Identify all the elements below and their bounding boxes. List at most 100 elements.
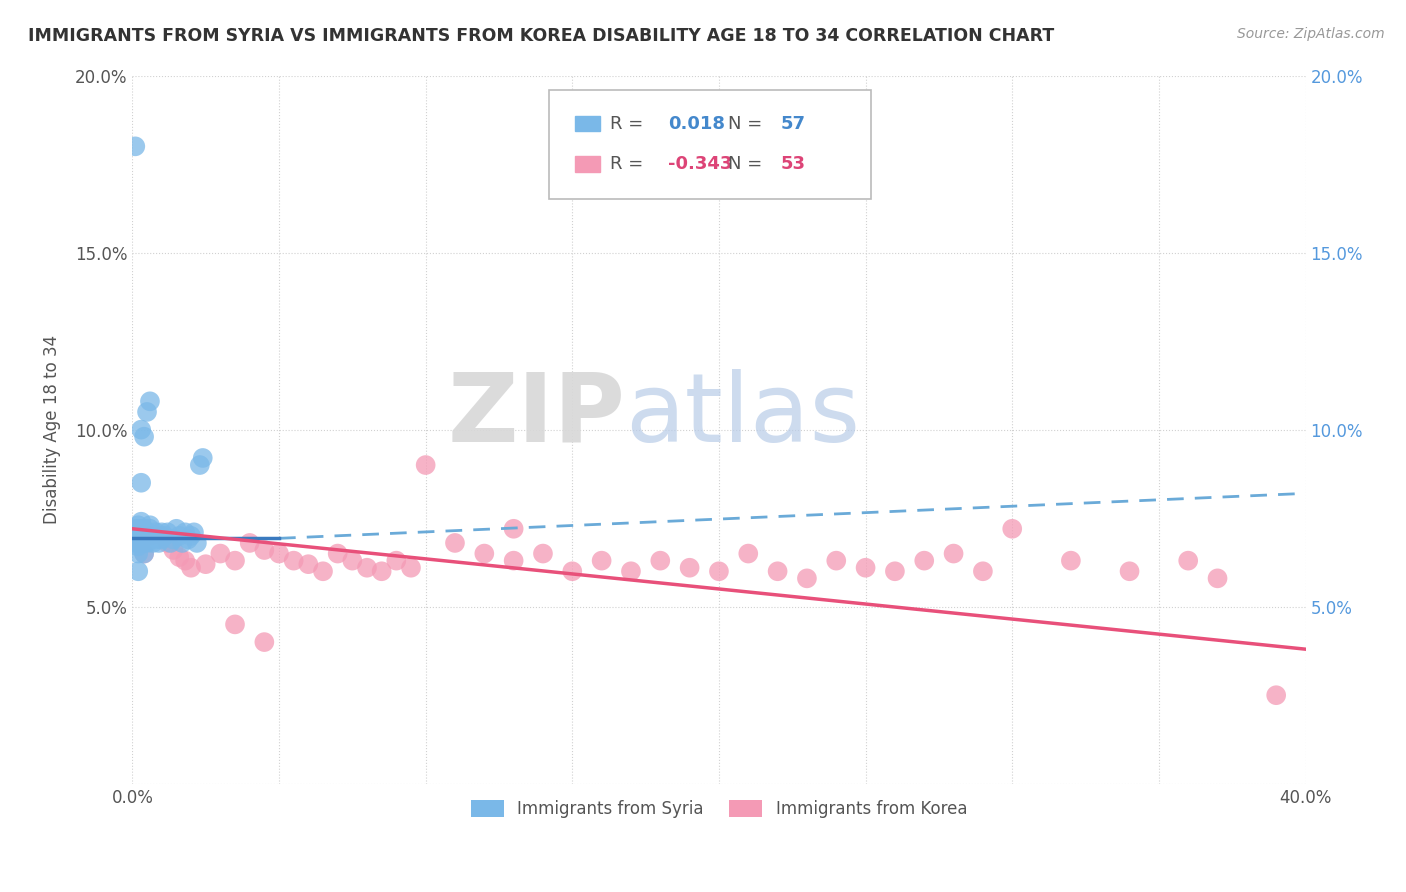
Point (156, 525, 179, 540)
Point (153, 529, 176, 543)
Point (150, 533, 173, 547)
Point (150, 529, 173, 543)
Point (132, 522, 155, 536)
Point (129, 525, 152, 540)
Point (127, 525, 149, 540)
Point (127, 522, 149, 536)
Text: atlas: atlas (626, 369, 860, 462)
Point (172, 536, 194, 550)
Point (942, 547, 965, 561)
Point (139, 529, 162, 543)
Point (224, 554, 246, 568)
Point (129, 515, 152, 529)
Point (174, 554, 197, 568)
Point (342, 554, 364, 568)
Point (356, 560, 378, 574)
Point (129, 536, 152, 550)
Point (136, 533, 159, 547)
Point (136, 405, 159, 419)
Text: 57: 57 (782, 115, 806, 133)
Text: 0.018: 0.018 (668, 115, 725, 133)
Point (156, 536, 179, 550)
Point (150, 525, 173, 540)
Point (591, 554, 613, 568)
Point (796, 571, 818, 585)
Point (136, 536, 159, 550)
Legend: Immigrants from Syria, Immigrants from Korea: Immigrants from Syria, Immigrants from K… (464, 794, 974, 825)
Bar (575, 116, 600, 131)
Point (145, 525, 167, 540)
Point (385, 554, 408, 568)
Point (650, 554, 672, 568)
Point (127, 518, 149, 533)
Point (1177, 554, 1199, 568)
Point (177, 533, 200, 547)
Point (253, 543, 276, 558)
Text: ZIP: ZIP (447, 369, 626, 462)
Point (127, 540, 149, 554)
Point (165, 522, 187, 536)
Point (127, 533, 149, 547)
Point (472, 547, 495, 561)
Point (239, 536, 262, 550)
Point (129, 533, 152, 547)
Text: 53: 53 (782, 155, 806, 173)
Point (132, 536, 155, 550)
Point (370, 564, 392, 578)
Point (124, 529, 146, 543)
Point (267, 547, 290, 561)
Point (188, 458, 211, 472)
Text: R =: R = (610, 155, 648, 173)
Point (972, 564, 994, 578)
Point (1118, 564, 1140, 578)
Point (883, 564, 905, 578)
Y-axis label: Disability Age 18 to 34: Disability Age 18 to 34 (44, 335, 60, 524)
Point (180, 529, 202, 543)
Point (1265, 688, 1288, 702)
Bar (575, 156, 600, 172)
Point (174, 525, 197, 540)
Point (912, 554, 935, 568)
Point (124, 139, 146, 153)
Point (142, 536, 165, 550)
Point (124, 536, 146, 550)
Point (1206, 571, 1229, 585)
Point (180, 560, 202, 574)
Point (1060, 554, 1083, 568)
Point (132, 529, 155, 543)
Point (209, 547, 232, 561)
Point (129, 522, 152, 536)
Point (129, 423, 152, 437)
Point (132, 430, 155, 444)
Point (132, 547, 155, 561)
Point (620, 564, 643, 578)
Point (183, 525, 205, 540)
Point (825, 554, 848, 568)
Point (561, 564, 583, 578)
Point (169, 529, 191, 543)
Point (162, 543, 184, 558)
Text: N =: N = (728, 115, 768, 133)
Point (707, 564, 730, 578)
Point (124, 533, 146, 547)
Point (531, 547, 554, 561)
Point (297, 557, 319, 571)
Point (145, 533, 167, 547)
Point (139, 533, 162, 547)
Point (142, 529, 165, 543)
Point (127, 564, 149, 578)
Point (766, 564, 789, 578)
Point (444, 536, 467, 550)
FancyBboxPatch shape (548, 90, 872, 200)
Point (132, 547, 155, 561)
Point (139, 518, 162, 533)
Point (502, 554, 524, 568)
Text: N =: N = (728, 155, 768, 173)
Text: -0.343: -0.343 (668, 155, 733, 173)
Point (169, 550, 191, 565)
Point (191, 450, 214, 465)
Point (224, 617, 246, 632)
Point (502, 522, 524, 536)
Point (253, 635, 276, 649)
Point (127, 547, 149, 561)
